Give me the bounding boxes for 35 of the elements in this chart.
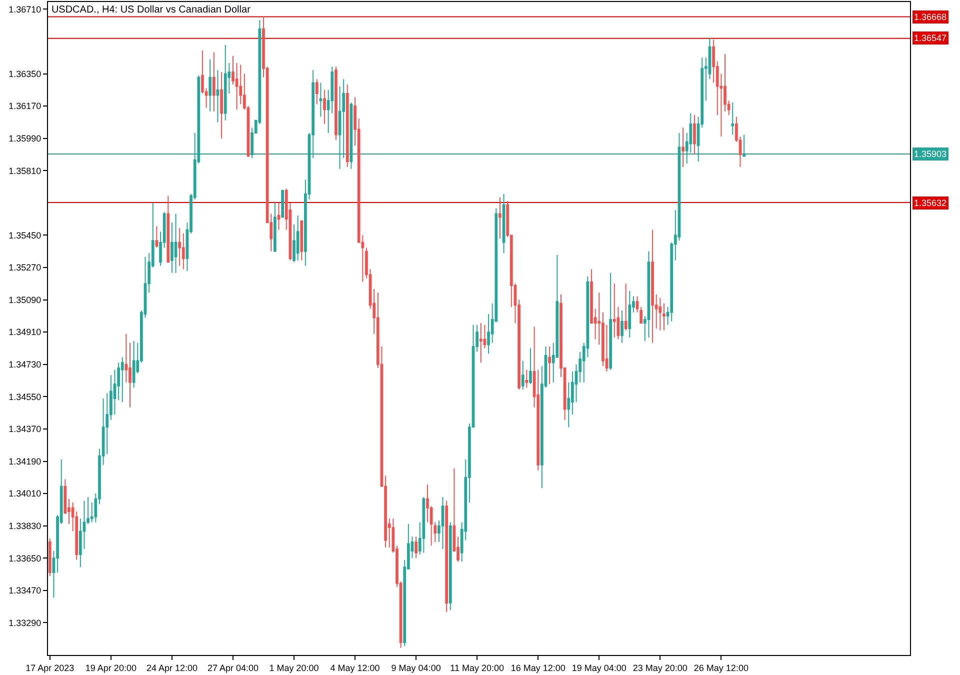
y-tick-label: 1.36710 (8, 4, 42, 14)
x-tick-label: 27 Apr 04:00 (207, 662, 259, 673)
x-tick-label: 4 May 12:00 (330, 662, 380, 673)
x-tick-label: 24 Apr 12:00 (146, 662, 198, 673)
y-tick-label: 1.34910 (8, 327, 42, 338)
y-tick-label: 1.34190 (8, 456, 42, 466)
ref-line-label: 1.36668 (914, 12, 947, 22)
y-tick-label: 1.36170 (8, 101, 42, 112)
y-tick-label: 1.35270 (8, 262, 42, 273)
y-tick-label: 1.35810 (8, 166, 42, 176)
y-tick-label: 1.36350 (8, 68, 42, 79)
y-tick-label: 1.34370 (8, 424, 42, 434)
y-tick-label: 1.33470 (8, 586, 42, 596)
x-tick-label: 23 May 20:00 (632, 662, 688, 673)
y-tick-label: 1.35450 (8, 230, 42, 240)
x-tick-label: 9 May 04:00 (391, 662, 441, 673)
x-tick-label: 26 May 12:00 (694, 662, 748, 673)
x-tick-label: 1 May 20:00 (269, 662, 319, 673)
y-tick-label: 1.34730 (8, 360, 42, 370)
y-tick-label: 1.34550 (8, 392, 42, 402)
y-tick-label: 1.33290 (8, 618, 42, 628)
ref-line-label: 1.35632 (914, 198, 947, 208)
ref-line-label: 1.36547 (914, 33, 947, 43)
y-tick-label: 1.35090 (8, 294, 42, 305)
y-tick-label: 1.33830 (8, 520, 42, 531)
ref-line-label: 1.35903 (914, 149, 947, 159)
y-tick-label: 1.34010 (8, 488, 42, 499)
x-tick-label: 19 May 04:00 (572, 662, 626, 673)
x-tick-label: 19 Apr 20:00 (85, 662, 136, 673)
y-tick-label: 1.35990 (8, 133, 42, 144)
y-tick-label: 1.33650 (8, 553, 42, 564)
chart-title: USDCAD., H4: US Dollar vs Canadian Dollar (51, 4, 252, 16)
x-tick-label: 11 May 20:00 (450, 662, 504, 673)
x-tick-label: 17 Apr 2023 (26, 662, 74, 673)
x-tick-label: 16 May 12:00 (510, 662, 566, 673)
